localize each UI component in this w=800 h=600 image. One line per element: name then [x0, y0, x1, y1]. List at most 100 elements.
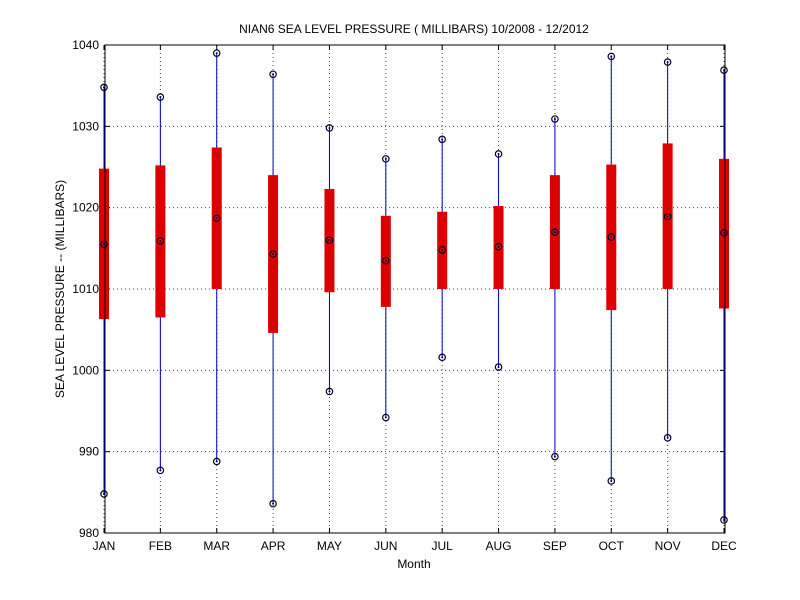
box-apr	[268, 70, 279, 508]
min-marker	[325, 387, 334, 396]
y-tick-label: 1010	[72, 282, 99, 296]
y-tick-labels: 980 990 1000 1010 1020 1030 1040	[72, 38, 99, 540]
x-tick-label: OCT	[599, 539, 625, 553]
min-marker	[607, 477, 616, 485]
max-marker	[156, 93, 165, 101]
y-tick-label: 1020	[72, 201, 99, 215]
x-tick-label: JUL	[432, 539, 454, 553]
x-tick-label: MAY	[317, 539, 342, 553]
x-tick-label: NOV	[655, 539, 681, 553]
min-marker-dot	[553, 455, 556, 458]
min-marker	[212, 457, 221, 466]
min-marker-dot	[215, 460, 218, 463]
min-marker-dot	[159, 469, 162, 472]
box-mar	[211, 49, 222, 466]
x-axis-label: Month	[397, 557, 430, 571]
min-marker-dot	[666, 436, 669, 439]
x-tick-label: FEB	[149, 539, 172, 553]
max-marker	[607, 52, 616, 61]
min-marker-dot	[497, 366, 500, 369]
box-aug	[493, 150, 504, 371]
max-marker-dot	[441, 138, 444, 141]
median-marker-dot	[159, 240, 162, 243]
median-marker	[551, 228, 559, 236]
median-marker-dot	[497, 245, 500, 248]
median-marker	[438, 246, 446, 254]
x-tick-labels: JAN FEB MAR APR MAY JUN JUL AUG SEP OCT NOV DEC	[93, 539, 737, 553]
median-marker	[382, 256, 390, 265]
x-tick-label: JUN	[374, 539, 397, 553]
y-tick-label: 990	[79, 445, 99, 459]
median-marker	[607, 233, 616, 241]
median-marker	[494, 242, 503, 251]
max-marker	[494, 150, 503, 158]
max-marker-dot	[553, 118, 556, 121]
x-tick-label: APR	[261, 539, 286, 553]
median-marker	[663, 212, 672, 221]
min-marker	[551, 452, 559, 461]
y-tick-label: 1040	[72, 38, 99, 52]
min-marker	[720, 516, 728, 524]
y-tick-label: 1000	[72, 363, 99, 377]
max-marker	[663, 58, 672, 66]
chart-title: NIAN6 SEA LEVEL PRESSURE ( MILLIBARS) 10…	[239, 22, 589, 36]
max-marker	[382, 155, 390, 163]
median-marker-dot	[666, 215, 669, 218]
min-marker	[100, 490, 108, 498]
max-marker	[212, 49, 221, 57]
min-marker	[494, 363, 503, 371]
max-marker-dot	[272, 73, 275, 76]
max-marker-dot	[610, 55, 613, 58]
max-marker-dot	[215, 52, 218, 55]
median-marker-dot	[441, 248, 444, 251]
median-marker	[100, 240, 108, 249]
y-tick-label: 1030	[72, 119, 99, 133]
median-marker-dot	[328, 239, 331, 242]
median-marker-dot	[553, 231, 556, 234]
x-tick-label: JAN	[93, 539, 116, 553]
max-marker-dot	[328, 126, 331, 129]
x-tick-label: SEP	[543, 539, 567, 553]
box-series	[99, 49, 729, 524]
median-marker	[269, 250, 277, 258]
max-marker	[720, 66, 728, 75]
box-sep	[549, 115, 560, 461]
max-marker	[100, 83, 108, 92]
median-marker	[212, 214, 221, 223]
y-axis-label: SEA LEVEL PRESSURE -- (MILLIBARS)	[53, 180, 67, 398]
box-may	[324, 124, 335, 396]
min-marker	[438, 353, 446, 362]
min-marker-dot	[610, 479, 613, 482]
min-marker-dot	[441, 356, 444, 359]
y-tick-label: 980	[79, 526, 99, 540]
x-tick-label: AUG	[486, 539, 512, 553]
min-marker-dot	[328, 390, 331, 393]
min-marker	[156, 466, 165, 475]
box-feb	[155, 93, 166, 475]
box-oct	[606, 52, 617, 485]
box-jan	[99, 83, 109, 498]
median-marker	[156, 237, 165, 245]
median-marker-dot	[384, 259, 387, 262]
max-marker-dot	[497, 152, 500, 155]
x-tick-label: DEC	[711, 539, 737, 553]
median-marker	[325, 236, 334, 245]
box-dec	[719, 66, 729, 524]
max-marker-dot	[384, 157, 387, 160]
min-marker	[269, 499, 277, 508]
median-marker-dot	[215, 217, 218, 220]
max-marker-dot	[666, 61, 669, 64]
max-marker	[269, 70, 277, 79]
grid-lines	[103, 44, 725, 534]
box-jun	[380, 155, 391, 422]
x-tick-label: MAR	[203, 539, 230, 553]
max-marker	[438, 135, 446, 144]
min-marker-dot	[272, 502, 275, 505]
max-marker	[325, 124, 334, 132]
min-marker-dot	[384, 416, 387, 419]
median-marker-dot	[272, 253, 275, 256]
min-marker	[382, 413, 390, 422]
max-marker	[551, 115, 559, 123]
plot-frame	[104, 44, 726, 534]
